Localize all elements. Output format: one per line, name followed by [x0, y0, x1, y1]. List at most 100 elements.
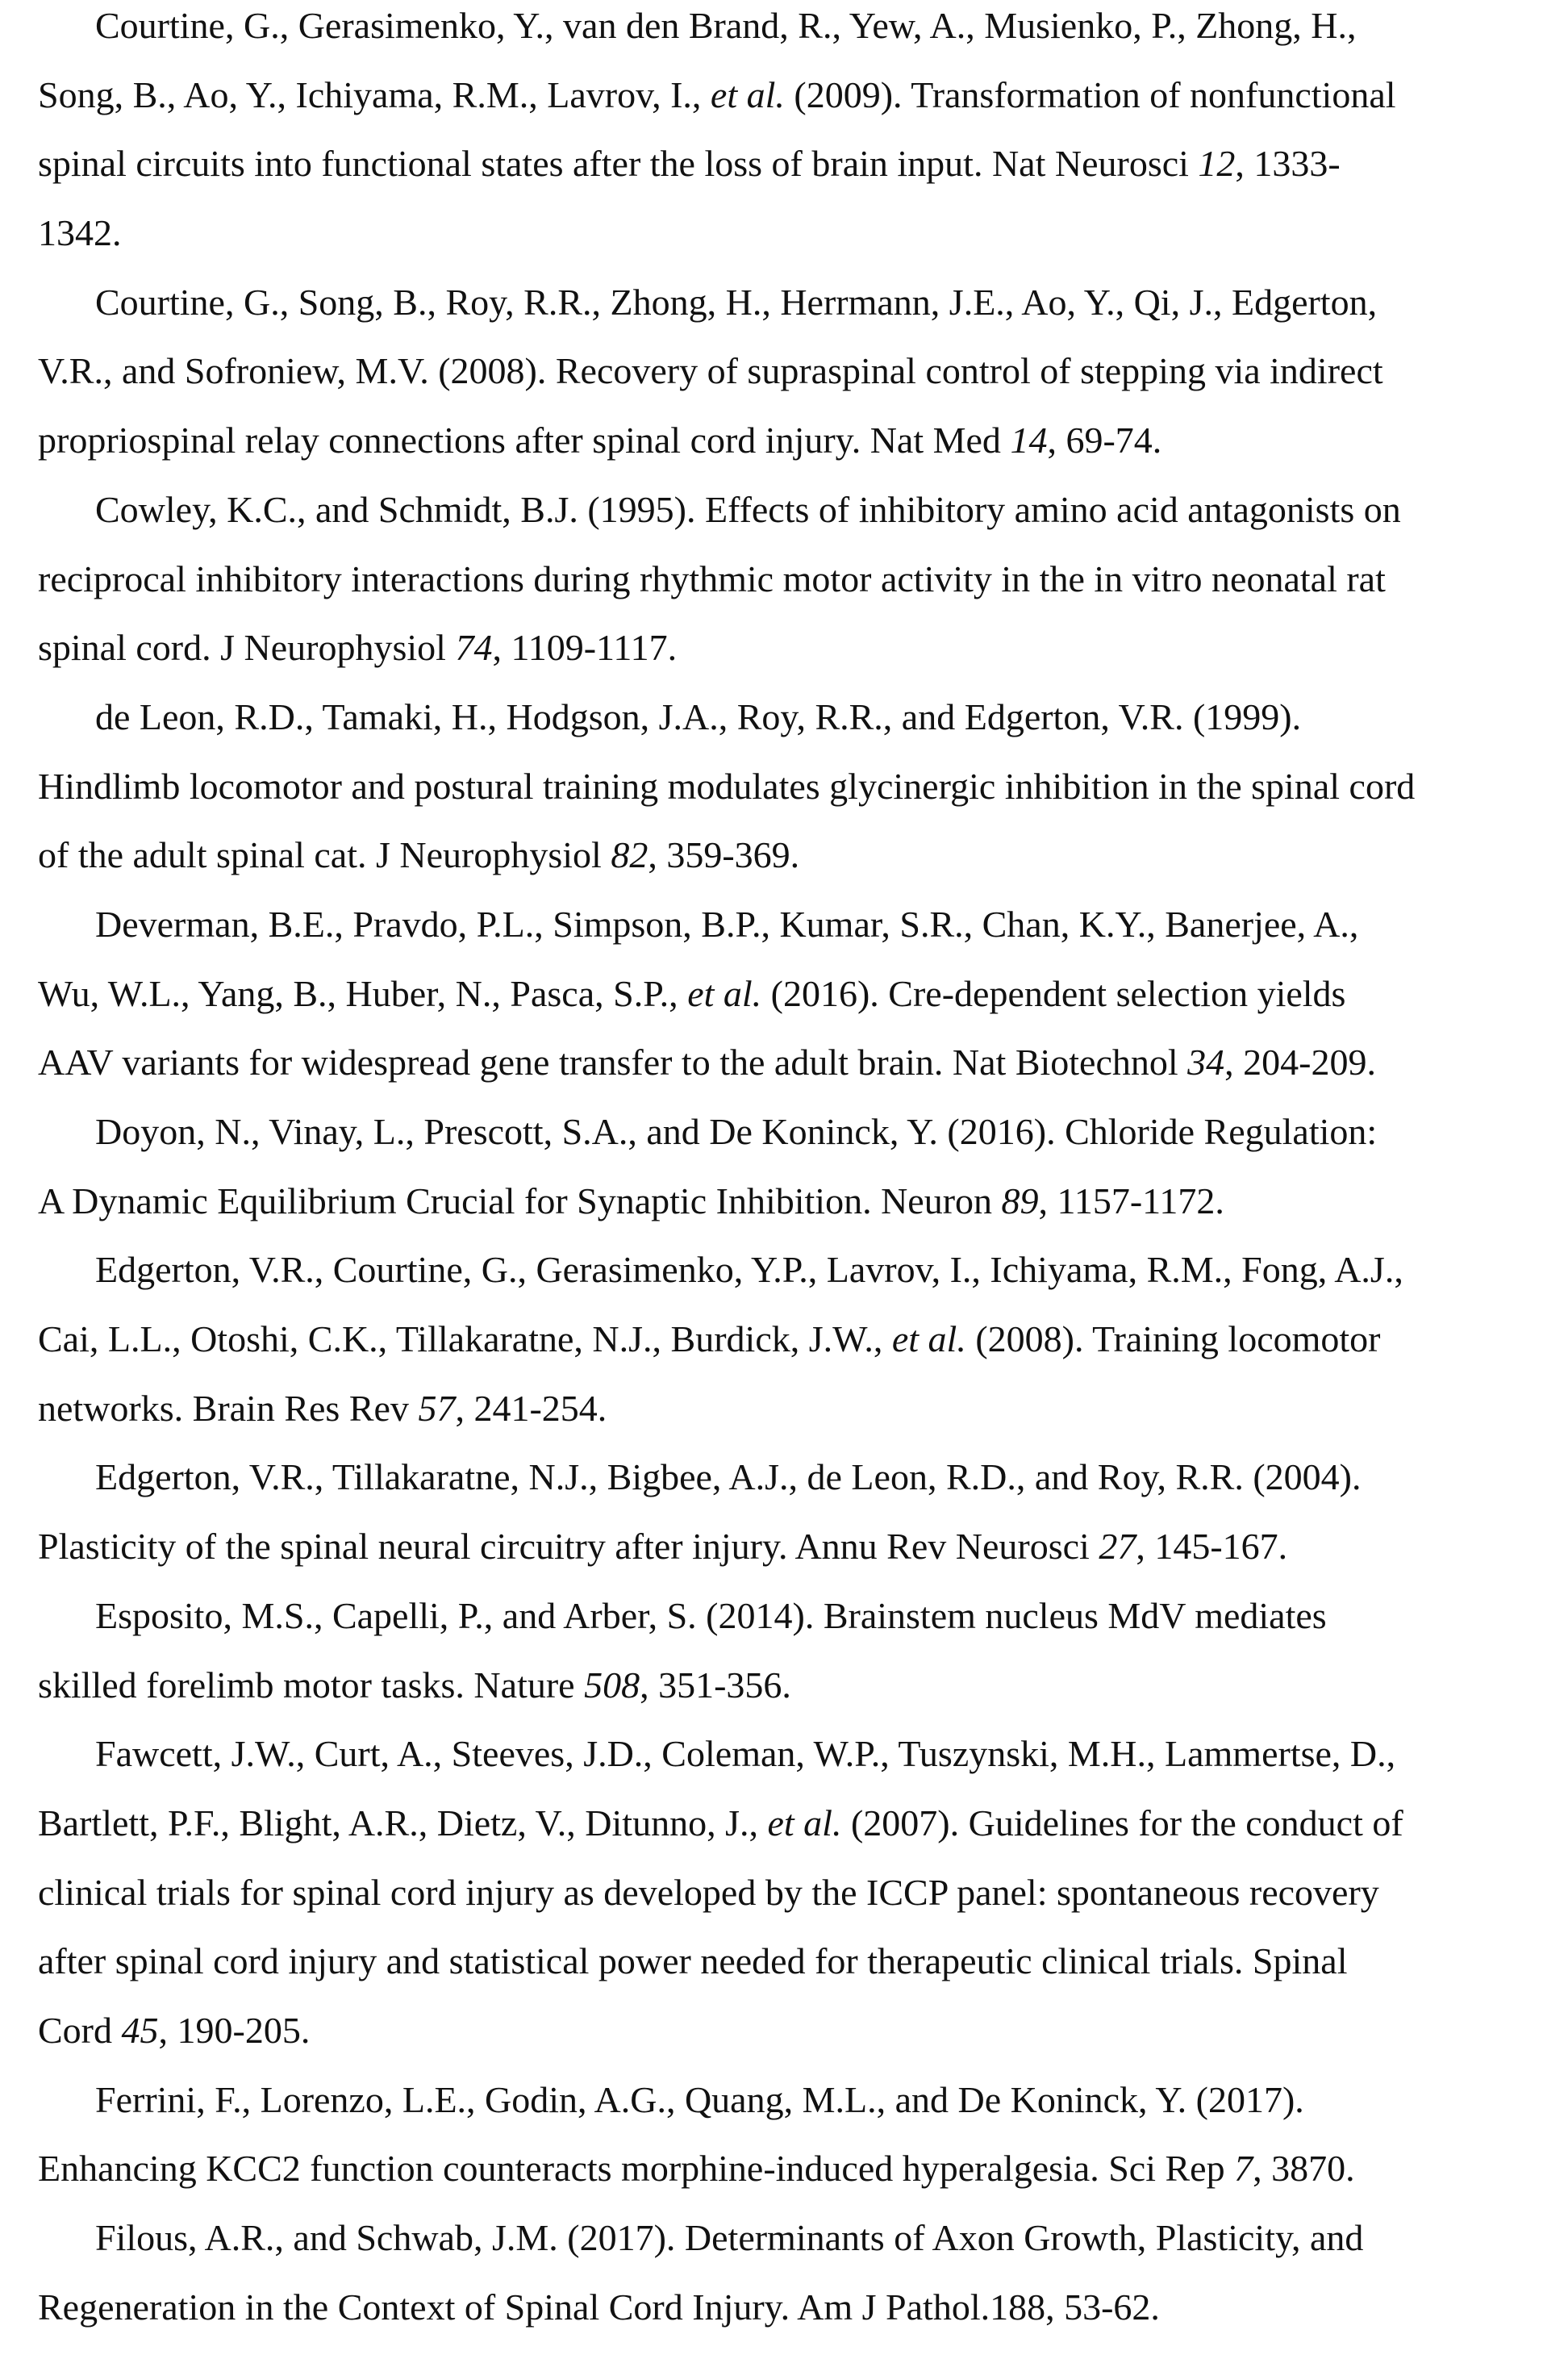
reference-text: clinical trials for spinal cord injury a… — [38, 1872, 1379, 1913]
reference-entry: Filous, A.R., and Schwab, J.M. (2017). D… — [38, 2203, 1554, 2341]
reference-list: Courtine, G., Gerasimenko, Y., van den B… — [38, 0, 1554, 2341]
reference-text: Hindlimb locomotor and postural training… — [38, 766, 1415, 807]
reference-line: Hindlimb locomotor and postural training… — [38, 752, 1554, 821]
reference-line: reciprocal inhibitory interactions durin… — [38, 545, 1554, 614]
reference-line: propriospinal relay connections after sp… — [38, 406, 1554, 475]
reference-entry: Edgerton, V.R., Courtine, G., Gerasimenk… — [38, 1235, 1554, 1443]
reference-text: networks. Brain Res Rev — [38, 1388, 418, 1429]
reference-line: Song, B., Ao, Y., Ichiyama, R.M., Lavrov… — [38, 61, 1554, 130]
reference-text: (2009). Transformation of nonfunctional — [785, 74, 1396, 115]
reference-text: , 351-356. — [640, 1664, 791, 1706]
italic-text: 12 — [1198, 143, 1235, 184]
reference-entry: Doyon, N., Vinay, L., Prescott, S.A., an… — [38, 1097, 1554, 1235]
reference-text: , 69-74. — [1047, 420, 1161, 461]
reference-line: skilled forelimb motor tasks. Nature 508… — [38, 1651, 1554, 1720]
italic-text: 34 — [1187, 1042, 1224, 1083]
reference-line: Courtine, G., Song, B., Roy, R.R., Zhong… — [38, 268, 1554, 337]
reference-line: after spinal cord injury and statistical… — [38, 1927, 1554, 1996]
reference-entry: Deverman, B.E., Pravdo, P.L., Simpson, B… — [38, 890, 1554, 1097]
reference-text: of the adult spinal cat. J Neurophysiol — [38, 834, 611, 875]
reference-text: (2007). Guidelines for the conduct of — [841, 1802, 1403, 1843]
reference-text: , 204-209. — [1224, 1042, 1376, 1083]
reference-text: Bartlett, P.F., Blight, A.R., Dietz, V.,… — [38, 1802, 767, 1843]
reference-line: Regeneration in the Context of Spinal Co… — [38, 2273, 1554, 2342]
reference-text: Courtine, G., Gerasimenko, Y., van den B… — [95, 5, 1357, 46]
reference-entry: Edgerton, V.R., Tillakaratne, N.J., Bigb… — [38, 1443, 1554, 1580]
reference-line: Courtine, G., Gerasimenko, Y., van den B… — [38, 0, 1554, 61]
reference-line: Deverman, B.E., Pravdo, P.L., Simpson, B… — [38, 890, 1554, 959]
reference-text: Doyon, N., Vinay, L., Prescott, S.A., an… — [95, 1111, 1377, 1152]
reference-line: Wu, W.L., Yang, B., Huber, N., Pasca, S.… — [38, 959, 1554, 1029]
reference-line: AAV variants for widespread gene transfe… — [38, 1028, 1554, 1097]
reference-text: Enhancing KCC2 function counteracts morp… — [38, 2148, 1234, 2189]
reference-text: Edgerton, V.R., Courtine, G., Gerasimenk… — [95, 1249, 1403, 1290]
reference-text: AAV variants for widespread gene transfe… — [38, 1042, 1187, 1083]
reference-line: spinal circuits into functional states a… — [38, 129, 1554, 198]
reference-line: Enhancing KCC2 function counteracts morp… — [38, 2134, 1554, 2203]
reference-text: Edgerton, V.R., Tillakaratne, N.J., Bigb… — [95, 1456, 1361, 1497]
reference-text: after spinal cord injury and statistical… — [38, 1940, 1347, 1981]
italic-text: 14 — [1010, 420, 1047, 461]
italic-text: et al. — [767, 1802, 841, 1843]
reference-line: Bartlett, P.F., Blight, A.R., Dietz, V.,… — [38, 1789, 1554, 1858]
reference-text: Fawcett, J.W., Curt, A., Steeves, J.D., … — [95, 1733, 1395, 1774]
reference-text: Wu, W.L., Yang, B., Huber, N., Pasca, S.… — [38, 973, 687, 1014]
reference-line: of the adult spinal cat. J Neurophysiol … — [38, 820, 1554, 890]
reference-text: , 145-167. — [1136, 1526, 1287, 1567]
reference-text: Cord — [38, 2010, 122, 2051]
reference-text: (2008). Training locomotor — [966, 1318, 1381, 1359]
reference-text: Deverman, B.E., Pravdo, P.L., Simpson, B… — [95, 904, 1358, 945]
reference-text: Plasticity of the spinal neural circuitr… — [38, 1526, 1099, 1567]
italic-text: 508 — [584, 1664, 640, 1706]
italic-text: 89 — [1002, 1180, 1039, 1221]
reference-line: networks. Brain Res Rev 57, 241-254. — [38, 1374, 1554, 1443]
reference-line: Cowley, K.C., and Schmidt, B.J. (1995). … — [38, 475, 1554, 545]
reference-entry: Fawcett, J.W., Curt, A., Steeves, J.D., … — [38, 1719, 1554, 2065]
reference-line: Ferrini, F., Lorenzo, L.E., Godin, A.G.,… — [38, 2065, 1554, 2135]
reference-line: V.R., and Sofroniew, M.V. (2008). Recove… — [38, 336, 1554, 406]
reference-text: 1342. — [38, 212, 122, 253]
reference-text: skilled forelimb motor tasks. Nature — [38, 1664, 584, 1706]
reference-entry: Ferrini, F., Lorenzo, L.E., Godin, A.G.,… — [38, 2065, 1554, 2203]
reference-text: propriospinal relay connections after sp… — [38, 420, 1010, 461]
reference-text: , 1157-1172. — [1039, 1180, 1224, 1221]
reference-text: (2016). Cre-dependent selection yields — [761, 973, 1345, 1014]
reference-text: de Leon, R.D., Tamaki, H., Hodgson, J.A.… — [95, 696, 1301, 737]
reference-text: , 190-205. — [159, 2010, 311, 2051]
reference-text: Cai, L.L., Otoshi, C.K., Tillakaratne, N… — [38, 1318, 892, 1359]
reference-text: reciprocal inhibitory interactions durin… — [38, 558, 1386, 599]
reference-text: , 1333- — [1235, 143, 1340, 184]
reference-text: Regeneration in the Context of Spinal Co… — [38, 2286, 1160, 2328]
reference-line: A Dynamic Equilibrium Crucial for Synapt… — [38, 1167, 1554, 1236]
reference-line: Fawcett, J.W., Curt, A., Steeves, J.D., … — [38, 1719, 1554, 1789]
reference-text: Ferrini, F., Lorenzo, L.E., Godin, A.G.,… — [95, 2079, 1304, 2120]
reference-entry: de Leon, R.D., Tamaki, H., Hodgson, J.A.… — [38, 683, 1554, 890]
reference-entry: Courtine, G., Gerasimenko, Y., van den B… — [38, 0, 1554, 268]
italic-text: et al. — [892, 1318, 966, 1359]
reference-entry: Cowley, K.C., and Schmidt, B.J. (1995). … — [38, 475, 1554, 683]
reference-text: Courtine, G., Song, B., Roy, R.R., Zhong… — [95, 282, 1377, 323]
reference-line: Cai, L.L., Otoshi, C.K., Tillakaratne, N… — [38, 1305, 1554, 1374]
reference-text: , 241-254. — [455, 1388, 607, 1429]
reference-text: spinal cord. J Neurophysiol — [38, 627, 455, 668]
reference-text: spinal circuits into functional states a… — [38, 143, 1198, 184]
reference-line: 1342. — [38, 198, 1554, 268]
reference-line: spinal cord. J Neurophysiol 74, 1109-111… — [38, 613, 1554, 683]
reference-text: Esposito, M.S., Capelli, P., and Arber, … — [95, 1595, 1327, 1636]
italic-text: 57 — [418, 1388, 455, 1429]
reference-text: , 1109-1117. — [492, 627, 677, 668]
reference-line: Edgerton, V.R., Courtine, G., Gerasimenk… — [38, 1235, 1554, 1305]
reference-text: Filous, A.R., and Schwab, J.M. (2017). D… — [95, 2217, 1363, 2258]
reference-text: , 3870. — [1253, 2148, 1355, 2189]
reference-entry: Esposito, M.S., Capelli, P., and Arber, … — [38, 1581, 1554, 1719]
italic-text: 82 — [611, 834, 648, 875]
reference-text: Cowley, K.C., and Schmidt, B.J. (1995). … — [95, 489, 1401, 530]
reference-line: clinical trials for spinal cord injury a… — [38, 1858, 1554, 1927]
reference-line: Edgerton, V.R., Tillakaratne, N.J., Bigb… — [38, 1443, 1554, 1512]
reference-text: V.R., and Sofroniew, M.V. (2008). Recove… — [38, 350, 1383, 391]
reference-text: A Dynamic Equilibrium Crucial for Synapt… — [38, 1180, 1002, 1221]
reference-text: , 359-369. — [648, 834, 799, 875]
reference-line: Esposito, M.S., Capelli, P., and Arber, … — [38, 1581, 1554, 1651]
italic-text: 74 — [455, 627, 492, 668]
reference-line: Doyon, N., Vinay, L., Prescott, S.A., an… — [38, 1097, 1554, 1167]
